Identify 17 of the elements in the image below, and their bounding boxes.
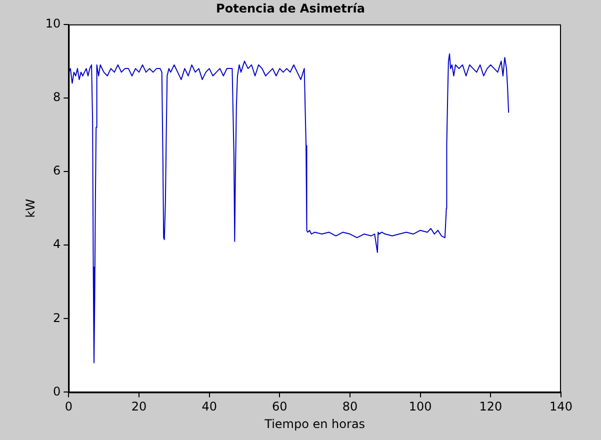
x-tick-label: 40 (202, 400, 217, 414)
y-tick-label: 6 (53, 164, 61, 178)
x-axis-title: Tiempo en horas (264, 416, 366, 431)
y-tick-label: 10 (45, 16, 61, 31)
y-tick-label: 4 (53, 237, 61, 252)
y-tick-label: 0 (53, 384, 61, 398)
x-tick-label: 80 (342, 400, 358, 414)
x-tick-label: 60 (272, 400, 288, 414)
y-axis-title: kW (23, 198, 38, 218)
y-tick-label: 8 (53, 90, 61, 104)
y-tick-label: 2 (53, 310, 61, 325)
x-tick-label: 20 (131, 400, 147, 414)
chart-title: Potencia de Asimetría (216, 1, 365, 16)
x-tick-label: 100 (408, 400, 432, 414)
x-tick-label: 140 (550, 400, 572, 414)
x-tick-label: 0 (64, 400, 72, 414)
x-tick-label: 120 (479, 400, 502, 414)
